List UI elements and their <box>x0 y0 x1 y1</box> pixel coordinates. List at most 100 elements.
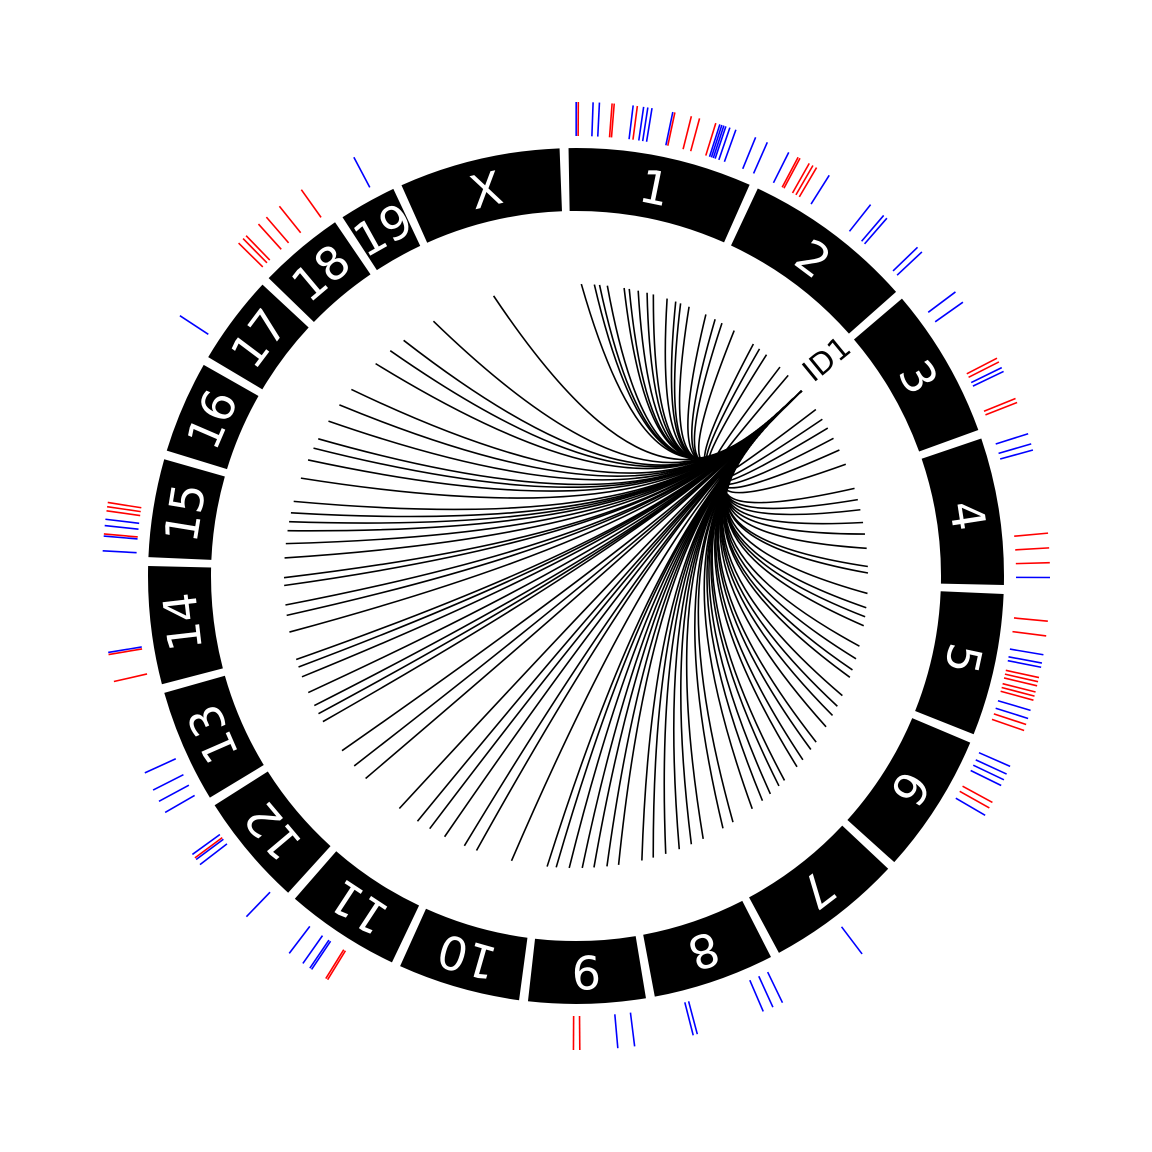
tick-mark <box>195 838 224 861</box>
tick-mark <box>791 162 810 194</box>
tick-mark <box>242 238 268 264</box>
tick-mark <box>278 205 302 234</box>
tick-track <box>102 101 1051 1050</box>
segment-12 <box>214 771 331 893</box>
tick-mark <box>191 833 221 856</box>
tick-mark <box>104 524 139 530</box>
tick-mark <box>772 152 790 184</box>
tick-mark <box>103 535 138 540</box>
tick-mark <box>781 156 799 188</box>
link-line <box>463 390 803 847</box>
segment-19 <box>342 188 421 271</box>
tick-mark <box>158 784 190 803</box>
tick-mark <box>718 127 731 161</box>
tick-mark <box>934 301 964 323</box>
tick-mark <box>1008 656 1043 664</box>
tick-mark <box>665 111 674 146</box>
tick-mark <box>1012 630 1047 637</box>
tick-mark <box>102 550 137 554</box>
tick-mark <box>710 124 723 158</box>
tick-mark <box>238 242 264 268</box>
tick-mark <box>714 126 727 159</box>
tick-mark <box>610 103 616 138</box>
tick-mark <box>970 366 1003 384</box>
tick-mark <box>179 314 209 336</box>
link-line <box>724 390 864 525</box>
tick-mark <box>795 165 814 196</box>
tick-mark <box>152 773 184 791</box>
segment-5 <box>915 591 1004 735</box>
tick-mark <box>596 102 601 137</box>
tick-mark <box>705 122 717 156</box>
tick-mark <box>614 1014 619 1049</box>
link-line <box>724 390 860 647</box>
segment-X <box>401 148 562 243</box>
tick-mark <box>628 105 634 140</box>
segment-13 <box>164 675 264 798</box>
tick-mark <box>300 189 322 218</box>
tick-mark <box>1001 686 1035 697</box>
segment-2 <box>731 188 897 334</box>
tick-mark <box>863 217 888 245</box>
tick-mark <box>995 432 1029 445</box>
tick-mark <box>641 107 649 142</box>
tick-mark <box>667 112 676 146</box>
tick-mark <box>997 699 1031 712</box>
tick-mark <box>1004 673 1039 683</box>
link-line <box>725 390 867 550</box>
tick-mark <box>245 235 271 261</box>
tick-mark <box>682 116 693 150</box>
tick-mark <box>995 707 1029 720</box>
tick-mark <box>966 357 998 375</box>
segment-label-14: 14 <box>152 590 212 654</box>
hub-label: ID1 <box>796 330 858 389</box>
segment-11 <box>294 851 420 963</box>
tick-mark <box>1000 690 1034 701</box>
tick-mark <box>1014 532 1049 537</box>
tick-mark <box>766 971 784 1004</box>
link-line <box>723 390 857 660</box>
segment-10 <box>400 908 528 1001</box>
tick-mark <box>108 646 142 654</box>
tick-mark <box>645 108 653 142</box>
tick-mark <box>968 361 1000 379</box>
tick-mark <box>265 216 290 244</box>
segment-15 <box>148 459 225 560</box>
segment-17 <box>208 284 309 390</box>
tick-mark <box>608 103 613 138</box>
tick-mark <box>302 935 324 964</box>
tick-mark <box>1015 547 1050 551</box>
tick-mark <box>860 214 885 242</box>
segment-label-15: 15 <box>154 480 217 546</box>
tick-mark <box>106 510 141 517</box>
tick-mark <box>689 118 701 152</box>
tick-mark <box>144 758 177 774</box>
tick-mark <box>1009 648 1044 656</box>
link-line <box>721 390 838 707</box>
tick-mark <box>783 157 801 189</box>
tick-mark <box>1013 617 1048 622</box>
tick-mark <box>749 979 764 1012</box>
link-line <box>707 354 803 468</box>
tick-mark <box>955 797 986 817</box>
segment-9 <box>527 936 646 1004</box>
tick-mark <box>353 156 371 188</box>
tick-mark <box>103 533 138 538</box>
segment-4 <box>921 438 1005 585</box>
link-line <box>593 284 803 459</box>
segment-6 <box>847 718 971 863</box>
link-line <box>492 295 803 461</box>
tick-mark <box>752 141 769 174</box>
tick-mark <box>840 926 863 955</box>
tick-mark <box>684 1002 694 1036</box>
tick-mark <box>1002 682 1036 693</box>
segment-1 <box>568 148 750 243</box>
tick-mark <box>798 167 818 198</box>
tick-mark <box>108 648 143 656</box>
tick-mark <box>972 370 1004 387</box>
segment-18 <box>268 222 371 322</box>
tick-mark <box>199 843 228 866</box>
tick-mark <box>959 790 990 809</box>
tick-mark <box>972 764 1005 781</box>
